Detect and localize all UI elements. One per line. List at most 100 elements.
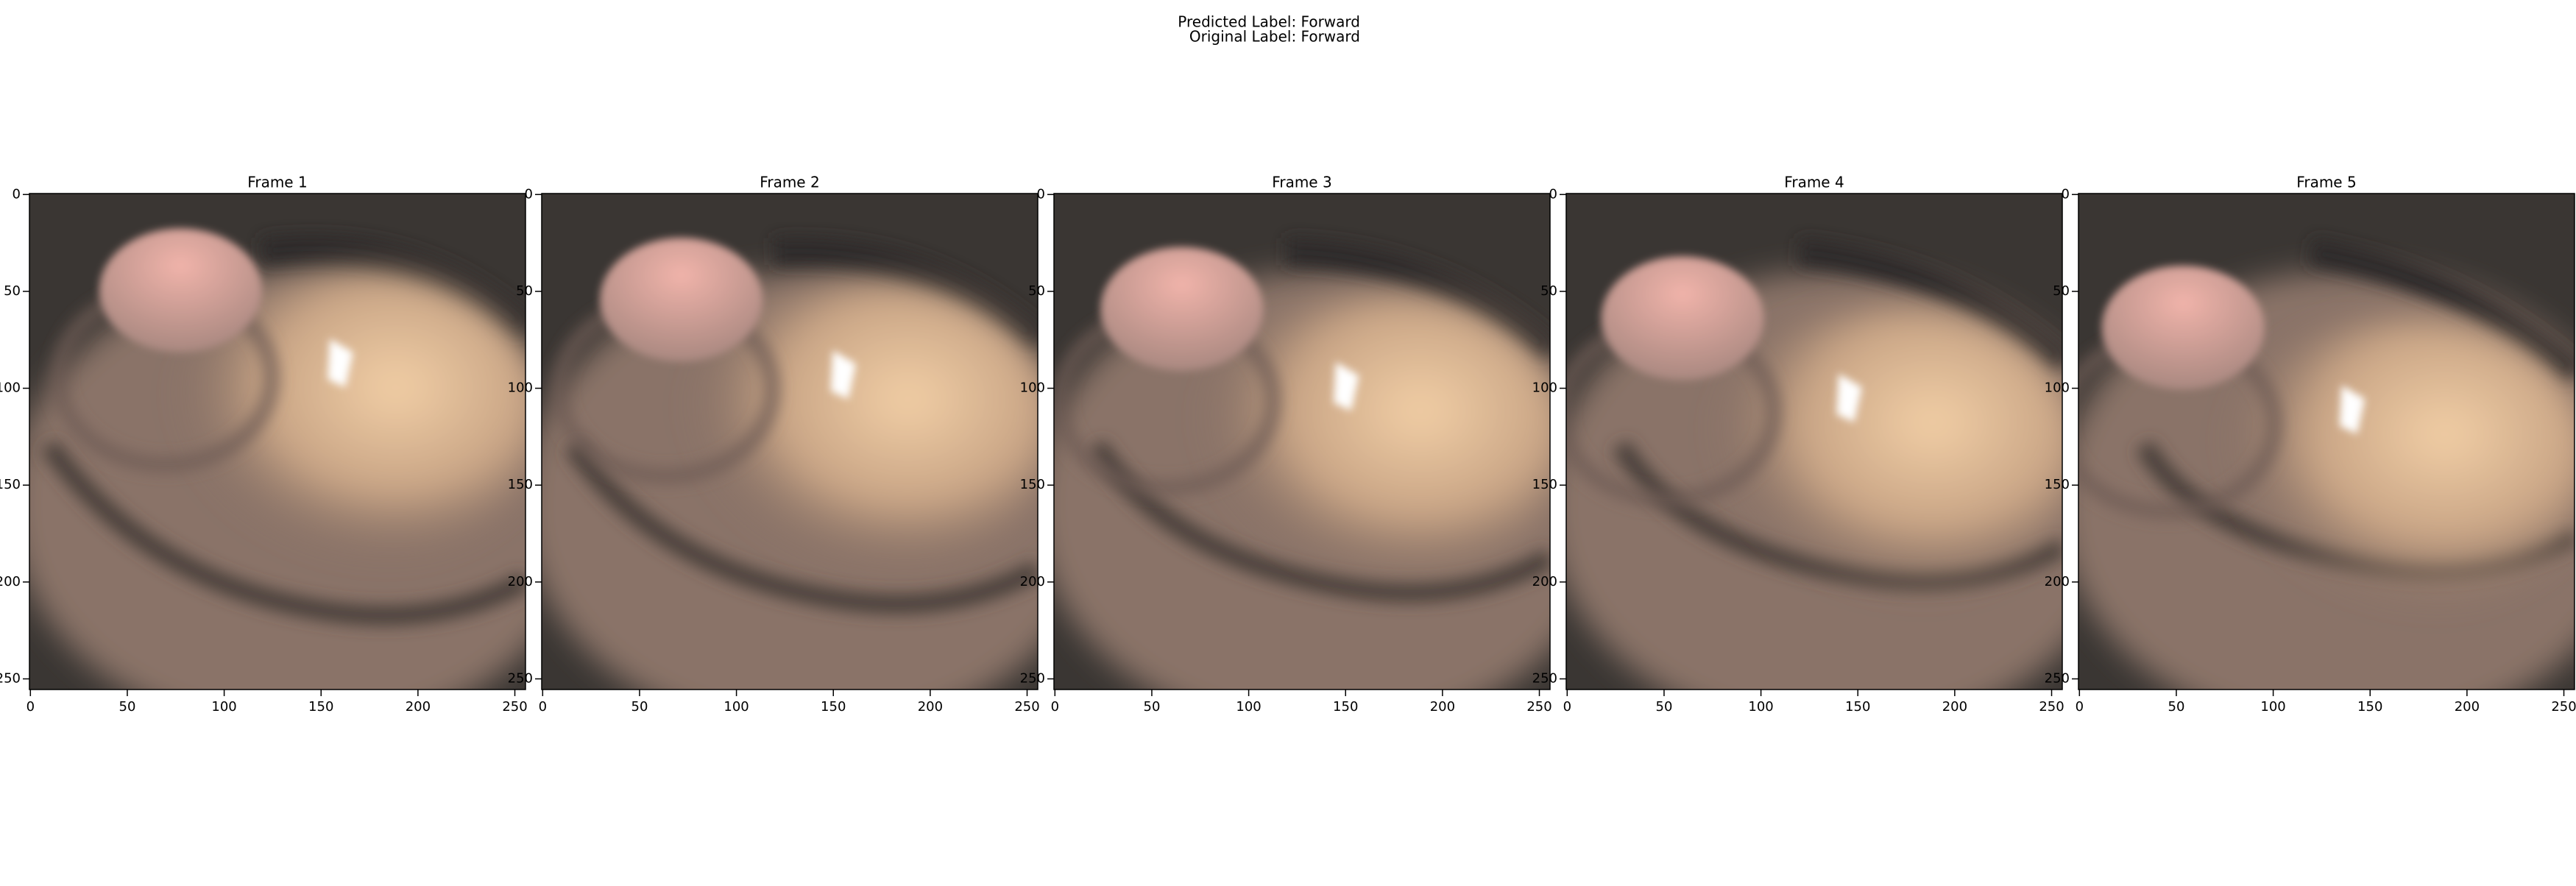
fold bbox=[260, 235, 526, 340]
y-tick-label: 50 bbox=[516, 283, 533, 299]
x-tick-label: 0 bbox=[2076, 699, 2084, 715]
axes-frame bbox=[1053, 193, 1551, 690]
pink-fold bbox=[2101, 265, 2265, 390]
y-tick-label: 150 bbox=[1532, 477, 1557, 492]
highlight bbox=[830, 350, 857, 400]
fold bbox=[2308, 238, 2575, 386]
frame-image bbox=[1054, 194, 1550, 690]
x-tick-label: 100 bbox=[1236, 699, 1261, 715]
y-tick-label: 100 bbox=[0, 380, 21, 396]
x-tick-label: 150 bbox=[821, 699, 846, 715]
image-content bbox=[542, 194, 1038, 690]
image-content bbox=[1566, 194, 2062, 690]
highlight bbox=[2339, 385, 2366, 434]
image-content bbox=[29, 194, 526, 690]
x-tick-label: 0 bbox=[1051, 699, 1059, 715]
axes-frame bbox=[1565, 193, 2063, 690]
frame-image bbox=[1566, 194, 2062, 690]
y-tick-label: 100 bbox=[1532, 380, 1557, 396]
y-tick-label: 200 bbox=[0, 574, 21, 589]
y-tick-label: 150 bbox=[508, 477, 533, 492]
y-tick-label: 200 bbox=[1020, 574, 1045, 589]
pink-fold bbox=[1601, 256, 1764, 380]
x-tick-label: 50 bbox=[1144, 699, 1161, 715]
y-tick-label: 50 bbox=[1028, 283, 1045, 299]
x-tick-label: 200 bbox=[918, 699, 943, 715]
frame-title: Frame 3 bbox=[1272, 174, 1331, 191]
x-tick-label: 250 bbox=[2551, 699, 2576, 715]
x-tick-label: 250 bbox=[1014, 699, 1039, 715]
frame-title: Frame 1 bbox=[247, 174, 307, 191]
y-tick-label: 250 bbox=[1020, 671, 1045, 687]
y-tick-label: 150 bbox=[0, 477, 21, 492]
pink-fold bbox=[99, 228, 262, 352]
y-tick-label: 50 bbox=[4, 283, 21, 299]
y-tick-label: 0 bbox=[525, 186, 533, 202]
image-content bbox=[2078, 194, 2575, 690]
y-tick-label: 200 bbox=[508, 574, 533, 589]
y-tick-label: 100 bbox=[508, 380, 533, 396]
x-tick-label: 50 bbox=[2168, 699, 2185, 715]
fold bbox=[1286, 238, 1550, 363]
y-tick-label: 250 bbox=[0, 671, 21, 687]
x-tick-label: 200 bbox=[406, 699, 431, 715]
x-tick-label: 150 bbox=[1845, 699, 1870, 715]
y-tick-label: 100 bbox=[2045, 380, 2070, 396]
suptitle-line: Predicted Label: Forward bbox=[1178, 13, 1360, 31]
x-tick-label: 50 bbox=[631, 699, 648, 715]
y-tick-label: 0 bbox=[13, 186, 21, 202]
x-tick-label: 150 bbox=[1333, 699, 1358, 715]
y-tick-label: 250 bbox=[2045, 671, 2070, 687]
x-tick-label: 150 bbox=[2357, 699, 2382, 715]
frame-title: Frame 4 bbox=[1784, 174, 1844, 191]
x-tick-label: 0 bbox=[1563, 699, 1571, 715]
y-tick-label: 250 bbox=[508, 671, 533, 687]
x-tick-label: 150 bbox=[308, 699, 333, 715]
y-tick-label: 0 bbox=[1549, 186, 1557, 202]
lumen-wall bbox=[1711, 305, 2062, 597]
axes-frame bbox=[2078, 193, 2575, 690]
y-tick-label: 0 bbox=[1037, 186, 1045, 202]
image-content bbox=[1054, 194, 1550, 690]
frame-image bbox=[29, 194, 526, 690]
y-tick-label: 150 bbox=[1020, 477, 1045, 492]
x-tick-label: 0 bbox=[539, 699, 547, 715]
frame-title: Frame 5 bbox=[2296, 174, 2356, 191]
x-tick-label: 250 bbox=[1526, 699, 1551, 715]
pink-fold bbox=[599, 238, 763, 362]
x-tick-label: 100 bbox=[723, 699, 749, 715]
axes-frame bbox=[541, 193, 1038, 690]
fold bbox=[565, 439, 1038, 614]
y-tick-label: 200 bbox=[1532, 574, 1557, 589]
y-tick-label: 250 bbox=[1532, 671, 1557, 687]
suptitle-line: Original Label: Forward bbox=[1189, 28, 1360, 46]
highlight bbox=[1334, 362, 1359, 411]
highlight bbox=[1836, 373, 1862, 422]
x-tick-label: 0 bbox=[26, 699, 35, 715]
x-tick-label: 250 bbox=[2039, 699, 2064, 715]
x-tick-label: 250 bbox=[502, 699, 527, 715]
axes-frame bbox=[29, 193, 526, 690]
x-tick-label: 50 bbox=[1656, 699, 1673, 715]
fold bbox=[1088, 440, 1550, 603]
x-tick-label: 200 bbox=[1942, 699, 1967, 715]
y-tick-label: 200 bbox=[2045, 574, 2070, 589]
x-tick-label: 200 bbox=[1430, 699, 1455, 715]
y-tick-label: 100 bbox=[1020, 380, 1045, 396]
frame-title: Frame 2 bbox=[760, 174, 819, 191]
pink-fold bbox=[1100, 247, 1264, 372]
y-tick-label: 150 bbox=[2045, 477, 2070, 492]
lumen-wall bbox=[1199, 294, 1550, 585]
x-tick-label: 100 bbox=[1748, 699, 1773, 715]
lumen-wall bbox=[687, 283, 1038, 573]
frame-image bbox=[2078, 194, 2575, 690]
highlight bbox=[328, 339, 353, 388]
fold bbox=[40, 439, 526, 625]
x-tick-label: 100 bbox=[2260, 699, 2285, 715]
y-tick-label: 50 bbox=[1540, 283, 1557, 299]
lumen-wall bbox=[2223, 317, 2575, 609]
y-tick-label: 0 bbox=[2062, 186, 2070, 202]
y-tick-label: 50 bbox=[2053, 283, 2070, 299]
